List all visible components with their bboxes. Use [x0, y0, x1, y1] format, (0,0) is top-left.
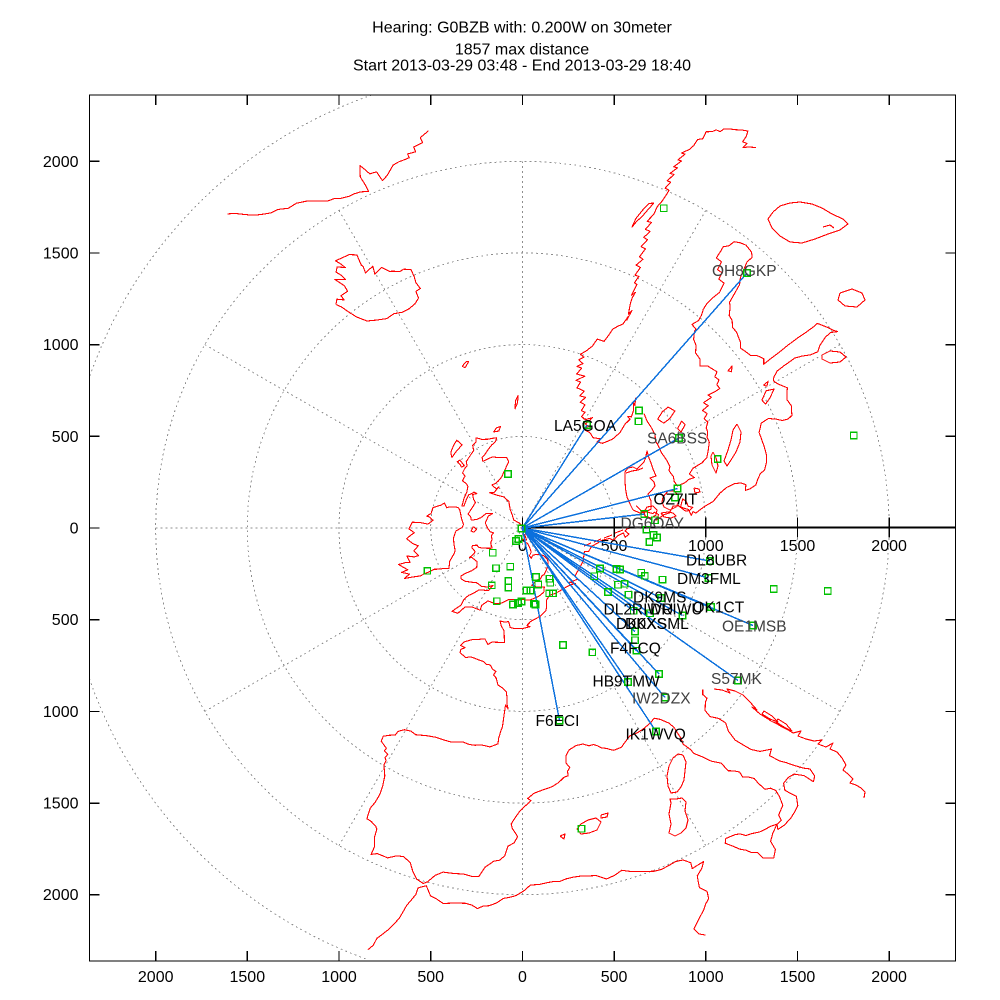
svg-text:0: 0 — [70, 521, 79, 538]
svg-text:2000: 2000 — [871, 969, 907, 986]
svg-text:S57MK: S57MK — [711, 671, 762, 688]
svg-text:OK1CT: OK1CT — [693, 600, 745, 617]
svg-text:OE1MSB: OE1MSB — [722, 619, 787, 636]
svg-text:1500: 1500 — [43, 245, 79, 262]
svg-text:IW2DZX: IW2DZX — [632, 691, 691, 708]
svg-text:1000: 1000 — [688, 969, 724, 986]
svg-text:1857 max distance: 1857 max distance — [455, 42, 589, 59]
svg-text:1500: 1500 — [43, 796, 79, 813]
svg-text:OZ7IT: OZ7IT — [654, 492, 698, 509]
svg-text:Start 2013-03-29 03:48 - End 2: Start 2013-03-29 03:48 - End 2013-03-29 … — [353, 58, 691, 75]
svg-text:500: 500 — [52, 612, 79, 629]
svg-text:LA5GOA: LA5GOA — [554, 418, 617, 435]
svg-text:2000: 2000 — [43, 154, 79, 171]
svg-text:1500: 1500 — [230, 969, 266, 986]
svg-text:2000: 2000 — [871, 538, 907, 555]
svg-text:DK0XS: DK0XS — [616, 616, 667, 633]
svg-text:DL2RIWU: DL2RIWU — [604, 602, 674, 619]
svg-text:500: 500 — [601, 969, 628, 986]
svg-text:0: 0 — [518, 969, 527, 986]
svg-text:500: 500 — [417, 969, 444, 986]
svg-text:OH8GKP: OH8GKP — [712, 263, 777, 280]
svg-text:2000: 2000 — [43, 887, 79, 904]
svg-text:1000: 1000 — [321, 969, 357, 986]
svg-text:IK1WVQ: IK1WVQ — [626, 727, 686, 744]
svg-text:F4FCQ: F4FCQ — [610, 641, 661, 658]
svg-text:DKXSML: DKXSML — [625, 616, 689, 633]
svg-text:DRIWU: DRIWU — [650, 602, 703, 619]
svg-text:1000: 1000 — [43, 337, 79, 354]
svg-text:1500: 1500 — [780, 969, 816, 986]
svg-text:Hearing: G0BZB with: 0.200W on: Hearing: G0BZB with: 0.200W on 30meter — [372, 20, 672, 37]
svg-text:F6ECI: F6ECI — [536, 713, 580, 730]
svg-text:2000: 2000 — [138, 969, 174, 986]
svg-text:SA6BSS: SA6BSS — [647, 431, 707, 448]
svg-text:DM3FML: DM3FML — [677, 571, 741, 588]
svg-text:DG6OAY: DG6OAY — [621, 516, 684, 533]
svg-text:500: 500 — [52, 429, 79, 446]
svg-text:1000: 1000 — [43, 704, 79, 721]
svg-text:DL8UBR: DL8UBR — [686, 553, 747, 570]
svg-text:DK9MS: DK9MS — [633, 590, 686, 607]
svg-text:HB9TMW: HB9TMW — [593, 674, 661, 691]
svg-text:1500: 1500 — [780, 538, 816, 555]
svg-text:1000: 1000 — [688, 538, 724, 555]
svg-text:0: 0 — [518, 538, 527, 555]
